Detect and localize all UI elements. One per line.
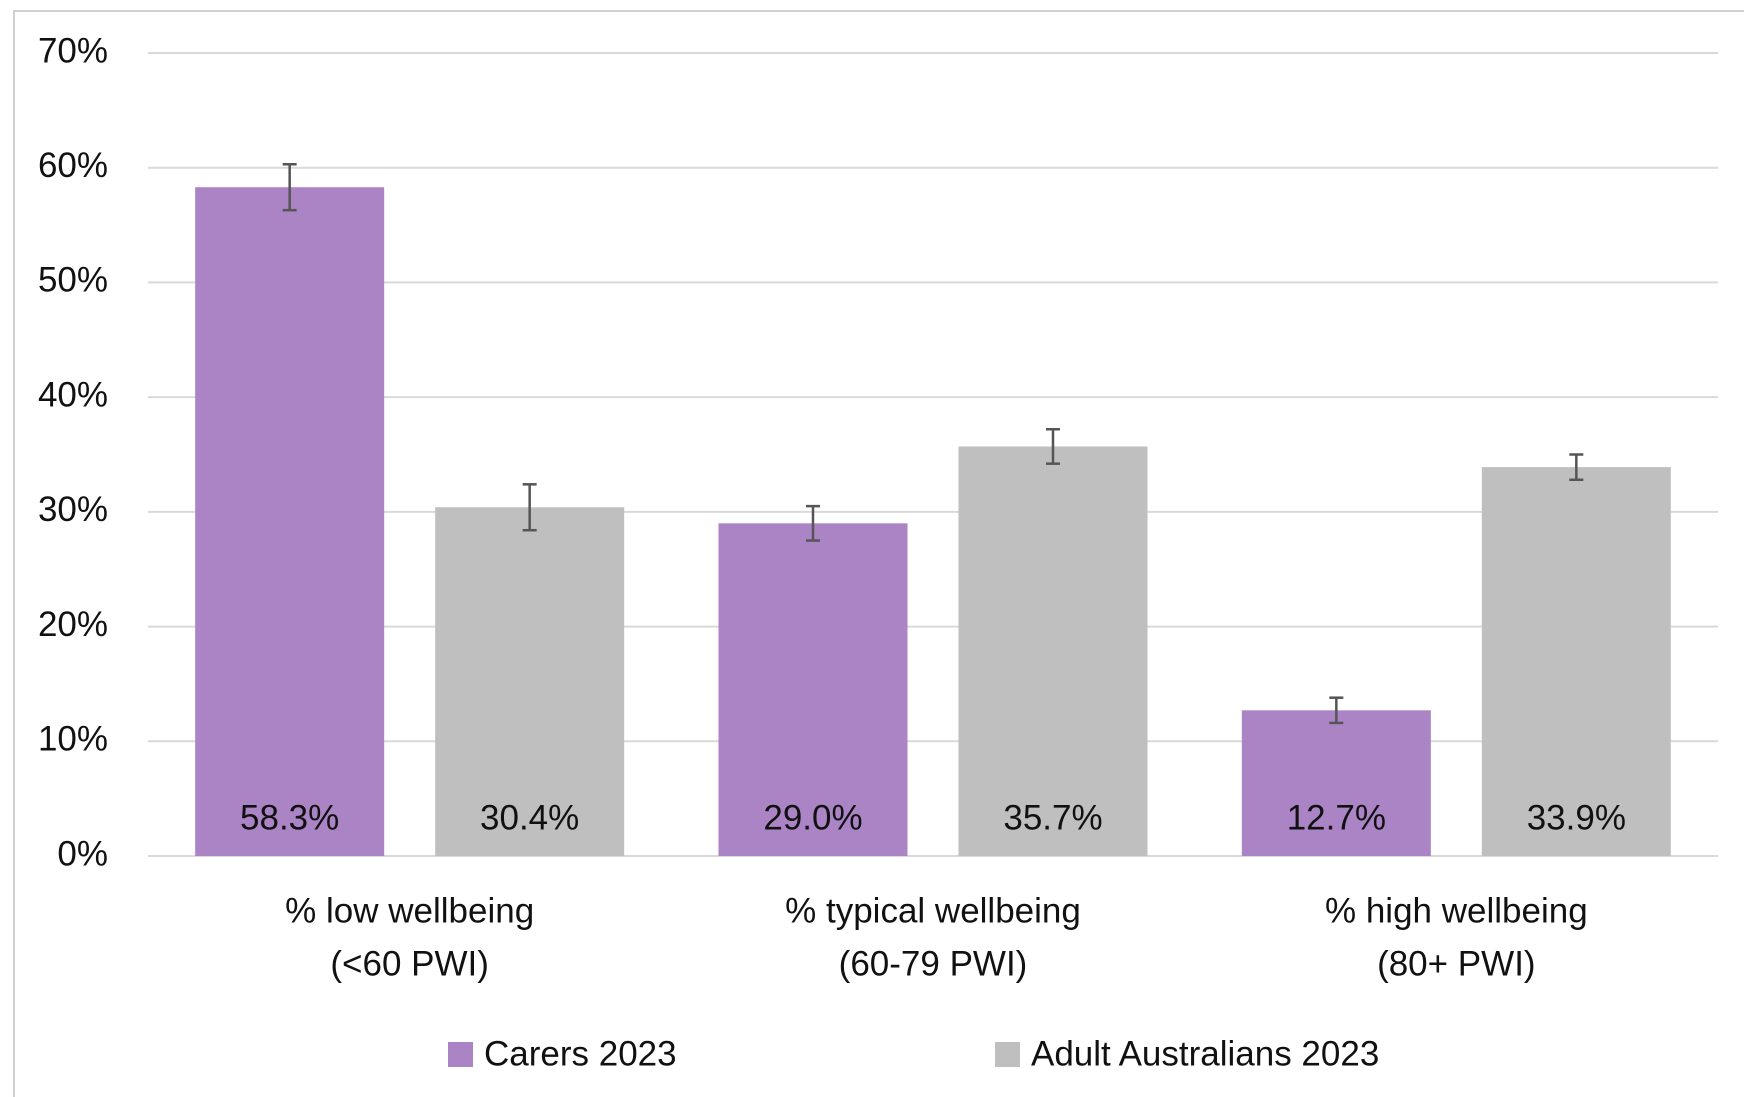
- error-bar: [806, 504, 820, 542]
- y-tick-label: 40%: [38, 375, 108, 414]
- chart-frame: [13, 10, 1744, 1097]
- legend-swatch: [995, 1042, 1020, 1067]
- error-bar: [1569, 453, 1584, 481]
- bar: [195, 187, 385, 857]
- y-tick-label: 0%: [57, 834, 108, 873]
- legend-label: Adult Australians 2023: [1031, 1034, 1379, 1073]
- error-bar: [282, 163, 297, 212]
- x-tick-label: % high wellbeing: [1325, 891, 1588, 930]
- bar: [435, 507, 625, 856]
- error-bar: [1329, 696, 1344, 725]
- y-tick-label: 10%: [38, 720, 108, 759]
- data-label: 29.0%: [763, 798, 862, 837]
- bar: [958, 446, 1148, 856]
- error-bar: [522, 483, 537, 532]
- data-label: 30.4%: [480, 798, 579, 837]
- y-tick-label: 20%: [38, 605, 108, 644]
- x-tick-label: (80+ PWI): [1377, 944, 1536, 983]
- legend-label: Carers 2023: [484, 1034, 677, 1073]
- x-tick-label: (60-79 PWI): [839, 944, 1028, 983]
- bar: [1481, 467, 1671, 856]
- data-label: 12.7%: [1287, 798, 1386, 837]
- bar: [1241, 710, 1431, 856]
- y-tick-label: 70%: [38, 31, 108, 70]
- data-label: 33.9%: [1527, 798, 1626, 837]
- data-label: 58.3%: [240, 798, 339, 837]
- x-tick-label: % low wellbeing: [285, 891, 534, 930]
- x-tick-label: % typical wellbeing: [785, 891, 1081, 930]
- x-tick-label: (<60 PWI): [330, 944, 489, 983]
- y-tick-label: 30%: [38, 490, 108, 529]
- error-bar: [1046, 428, 1060, 465]
- data-label: 35.7%: [1003, 798, 1102, 837]
- y-tick-label: 50%: [38, 261, 108, 300]
- legend-swatch: [448, 1042, 473, 1067]
- y-tick-label: 60%: [38, 146, 108, 185]
- bar: [718, 523, 908, 856]
